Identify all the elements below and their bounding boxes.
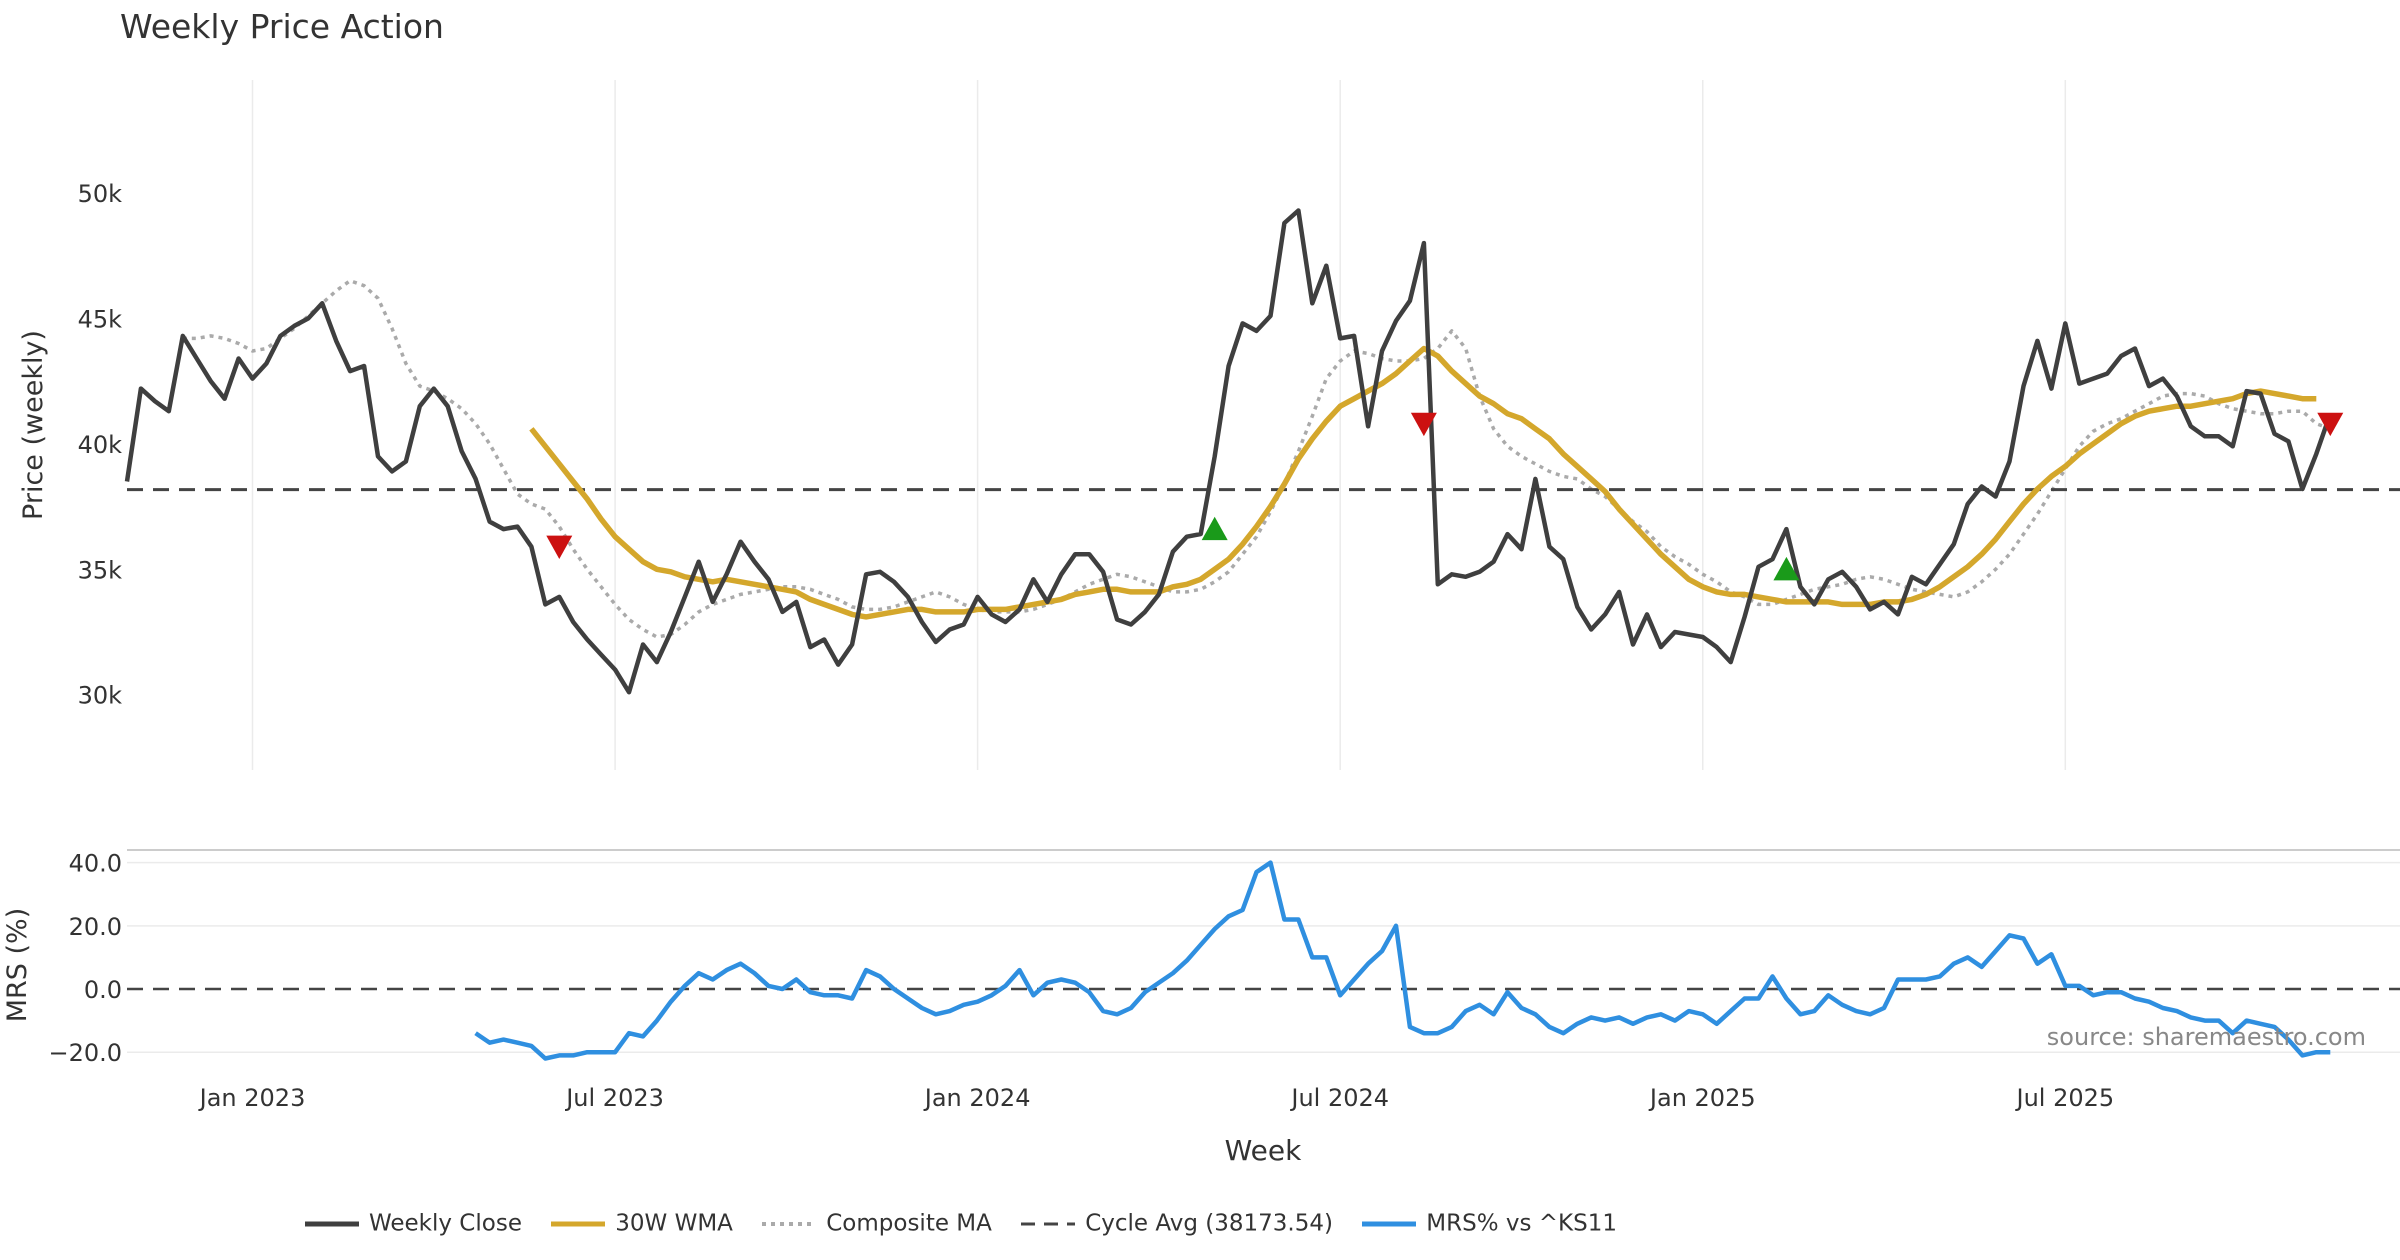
mrs-tick-label: 40.0 <box>69 850 122 878</box>
signal-markers <box>546 412 2344 581</box>
x-tick-label: Jan 2024 <box>923 1084 1031 1112</box>
legend-label: Weekly Close <box>368 1210 522 1237</box>
x-tick-label: Jan 2023 <box>198 1084 306 1112</box>
mrs-series <box>474 860 2331 1061</box>
legend-swatch-weekly-close <box>304 1221 359 1226</box>
mrs-grid <box>127 861 2400 1053</box>
legend-item-30w-wma: 30W WMA <box>549 1210 733 1237</box>
legend-swatch-30w-wma <box>551 1221 606 1226</box>
price-axis: 30k 35k 40k 45k 50k <box>78 180 123 710</box>
weekly-close-line <box>124 208 2333 695</box>
price-tick-label: 30k <box>78 682 123 710</box>
watermark: source: sharemaestro.com <box>2047 1023 2366 1051</box>
mrs-line <box>474 860 2331 1061</box>
composite-ma-line <box>182 278 2331 639</box>
legend-label: MRS% vs ^KS11 <box>1426 1210 1617 1237</box>
x-tick-label: Jan 2025 <box>1648 1084 1756 1112</box>
legend: Weekly Close 30W WMA Composite MA Cycle … <box>0 1210 1920 1237</box>
mrs-tick-label: −20.0 <box>48 1039 122 1067</box>
price-tick-label: 50k <box>78 180 123 208</box>
mrs-tick-label: 20.0 <box>69 913 122 941</box>
x-axis-label: Week <box>1225 1134 1302 1167</box>
signal-up-marker <box>1201 516 1228 541</box>
mrs-tick-label: 0.0 <box>84 976 122 1004</box>
wma-30w-line <box>529 345 2317 620</box>
mrs-axis: −20.0 0.0 20.0 40.0 <box>48 850 122 1068</box>
x-tick-label: Jul 2024 <box>1289 1084 1389 1112</box>
mrs-axis-label: MRS (%) <box>2 908 33 1023</box>
legend-label: Composite MA <box>826 1210 992 1237</box>
legend-item-mrs: MRS% vs ^KS11 <box>1360 1210 1617 1237</box>
legend-item-cycle-avg: Cycle Avg (38173.54) <box>1019 1210 1333 1237</box>
signal-up-marker <box>1773 556 1800 581</box>
legend-label: 30W WMA <box>615 1210 733 1237</box>
price-tick-label: 45k <box>78 305 123 333</box>
price-grid <box>251 80 2067 770</box>
legend-swatch-cycle-avg <box>1021 1222 1076 1225</box>
price-axis-label: Price (weekly) <box>18 330 49 520</box>
signal-down-marker <box>2317 412 2344 437</box>
chart-title: Weekly Price Action <box>120 7 444 46</box>
x-tick-label: Jul 2025 <box>2014 1084 2114 1112</box>
x-axis: Jan 2023 Jul 2023 Jan 2024 Jul 2024 Jan 2025… <box>198 1084 2115 1112</box>
legend-item-weekly-close: Weekly Close <box>303 1210 522 1237</box>
signal-down-marker <box>1410 412 1437 437</box>
price-tick-label: 35k <box>78 556 123 584</box>
price-series <box>124 208 2400 695</box>
legend-item-composite-ma: Composite MA <box>760 1210 992 1237</box>
x-tick-label: Jul 2023 <box>564 1084 664 1112</box>
price-tick-label: 40k <box>78 431 123 459</box>
legend-swatch-composite-ma <box>762 1221 817 1226</box>
signal-down-marker <box>546 535 573 560</box>
legend-swatch-mrs <box>1362 1221 1417 1226</box>
legend-label: Cycle Avg (38173.54) <box>1085 1210 1333 1237</box>
